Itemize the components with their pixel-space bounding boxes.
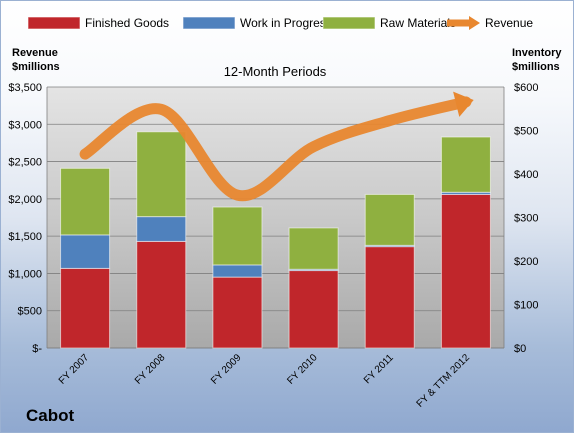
legend-label: Raw Materials [380, 16, 456, 30]
legend-label: Revenue [485, 16, 533, 30]
legend-label: Finished Goods [85, 16, 169, 30]
right-axis-title: Inventory [512, 47, 562, 59]
legend-swatch [322, 16, 376, 30]
right-tick-label: $300 [514, 213, 538, 225]
bar-raw-materials [60, 167, 111, 236]
bar-finished-goods [60, 267, 111, 349]
bar-finished-goods [212, 276, 263, 349]
left-axis-title: Revenue [12, 47, 58, 59]
revenue-arrowhead [453, 91, 474, 117]
bar-finished-goods [440, 193, 491, 349]
legend-swatch [182, 16, 236, 30]
bar-work-in-progress [212, 264, 263, 278]
left-tick-label: $3,000 [8, 119, 42, 131]
right-tick-label: $400 [514, 169, 538, 181]
bar-raw-materials [288, 227, 339, 270]
bar-work-in-progress [60, 234, 111, 269]
company-name: Cabot [26, 406, 75, 425]
left-tick-label: $3,500 [8, 82, 42, 94]
plot-area [47, 87, 504, 348]
left-tick-label: $500 [18, 306, 42, 318]
bar-raw-materials [212, 206, 263, 266]
left-tick-label: $1,000 [8, 268, 42, 280]
right-tick-label: $100 [514, 300, 538, 312]
left-tick-label: $- [32, 343, 42, 355]
bar-finished-goods [364, 246, 415, 349]
left-axis-title: $millions [12, 61, 60, 73]
right-tick-label: $200 [514, 256, 538, 268]
bar-raw-materials [364, 193, 415, 246]
bar-work-in-progress [136, 216, 187, 242]
bar-raw-materials [136, 131, 187, 218]
chart-subtitle: 12-Month Periods [224, 64, 327, 79]
bar-finished-goods [288, 270, 339, 349]
right-tick-label: $0 [514, 343, 526, 355]
legend-label: Work in Progress [240, 16, 332, 30]
bar-finished-goods [136, 240, 187, 349]
bar-raw-materials [440, 136, 491, 193]
legend-arrowhead [469, 16, 480, 30]
right-tick-label: $500 [514, 126, 538, 138]
legend-swatch [27, 16, 81, 30]
revenue-line [79, 96, 472, 202]
left-tick-label: $2,000 [8, 194, 42, 206]
left-tick-label: $1,500 [8, 231, 42, 243]
right-tick-label: $600 [514, 82, 538, 94]
right-axis-title: $millions [512, 61, 560, 73]
left-tick-label: $2,500 [8, 157, 42, 169]
